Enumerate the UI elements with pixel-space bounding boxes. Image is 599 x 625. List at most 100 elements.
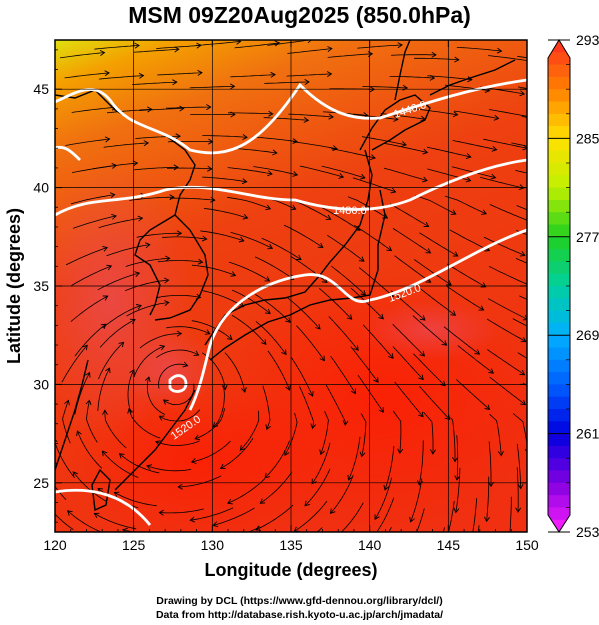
streamline-arrow [127, 407, 134, 414]
streamline [98, 217, 143, 229]
colorbar-band [548, 101, 570, 115]
streamline [290, 255, 328, 283]
colorbar-band [548, 76, 570, 90]
streamline-arrow [401, 141, 407, 148]
streamline [376, 497, 395, 532]
streamline [261, 237, 302, 260]
streamline [213, 507, 255, 526]
streamline-arrow [265, 204, 272, 211]
streamline [390, 290, 426, 321]
streamline-arrow [480, 282, 487, 288]
streamline [98, 75, 144, 80]
streamline-arrow [515, 507, 522, 513]
streamline-arrow [191, 542, 196, 547]
streamline [55, 441, 75, 478]
streamline-arrow [109, 192, 116, 199]
streamline-arrow [304, 500, 311, 507]
streamline [165, 106, 211, 109]
streamline [509, 496, 512, 532]
streamline-arrow [179, 105, 185, 112]
streamline-arrow [295, 254, 302, 261]
streamline [452, 140, 497, 151]
y-tick-label: 40 [33, 180, 49, 196]
streamline [253, 166, 298, 176]
streamline [483, 138, 527, 149]
streamline [419, 287, 456, 316]
streamline [357, 44, 403, 49]
streamline [325, 384, 346, 426]
streamline [72, 215, 117, 229]
y-tick-label: 35 [33, 278, 49, 294]
streamline [156, 44, 201, 49]
streamline [98, 342, 124, 380]
streamline-arrow [176, 330, 183, 337]
streamline [129, 196, 174, 201]
streamline-arrow [270, 71, 276, 78]
streamline-arrow [169, 194, 175, 201]
streamline [418, 440, 424, 486]
colorbar-band [548, 507, 570, 521]
colorbar-band [548, 236, 570, 250]
streamline-arrow [425, 277, 432, 283]
streamline-arrow [136, 304, 142, 310]
streamline [159, 409, 201, 422]
coastline-korea-east [154, 214, 209, 321]
streamline [348, 436, 361, 481]
colorbar-band [548, 347, 570, 361]
streamline-arrow [484, 404, 491, 411]
streamline-arrow [41, 462, 46, 467]
y-axis-label: Latitude (degrees) [4, 208, 24, 364]
y-tick-label: 45 [33, 81, 49, 97]
colorbar-band [548, 409, 570, 422]
streamline-arrow [201, 235, 208, 242]
streamline [178, 475, 222, 488]
streamline-arrow [143, 140, 150, 147]
streamline [353, 114, 398, 120]
streamline [449, 229, 490, 251]
streamline-arrow [304, 79, 310, 85]
streamline-arrow [64, 399, 70, 406]
streamline-arrow [403, 568, 408, 573]
colorbar-band [548, 89, 570, 103]
streamline [202, 135, 248, 138]
streamline [358, 267, 394, 297]
coastline-china-southeast [55, 359, 89, 471]
colorbar-tick-label: 293 [576, 32, 599, 48]
streamline [352, 177, 396, 193]
streamline [254, 256, 294, 280]
streamline [228, 261, 270, 282]
streamline-arrow [241, 178, 248, 185]
streamline [59, 52, 105, 59]
streamline [166, 326, 210, 335]
streamline [516, 230, 527, 236]
streamline-arrow [370, 154, 376, 161]
streamline [262, 385, 271, 430]
streamline-arrow [104, 70, 110, 77]
streamline [427, 168, 471, 181]
colorbar-band [548, 126, 570, 139]
streamline [114, 492, 157, 507]
streamline [74, 372, 90, 415]
streamline [240, 410, 260, 451]
streamline [71, 106, 117, 113]
colorbar-band [548, 396, 570, 410]
colorbar: 293 285 277 269 261 253 [547, 32, 599, 540]
streamline-arrow [453, 507, 460, 514]
streamline-arrow [444, 414, 451, 421]
streamline-arrow [85, 371, 91, 378]
streamline [97, 367, 110, 411]
streamline [489, 204, 527, 221]
coastline-kuril-sakhalin [394, 40, 516, 101]
streamline [392, 410, 402, 454]
streamline-arrow [419, 350, 426, 357]
streamline [70, 194, 115, 205]
streamline [94, 513, 137, 530]
streamline [170, 197, 215, 201]
streamline-arrow [359, 173, 366, 180]
streamline-arrow [292, 171, 299, 177]
streamline [410, 478, 423, 522]
streamline [487, 349, 525, 376]
streamline [512, 318, 527, 327]
y-tick-label: 30 [33, 376, 49, 392]
streamline [61, 345, 88, 383]
